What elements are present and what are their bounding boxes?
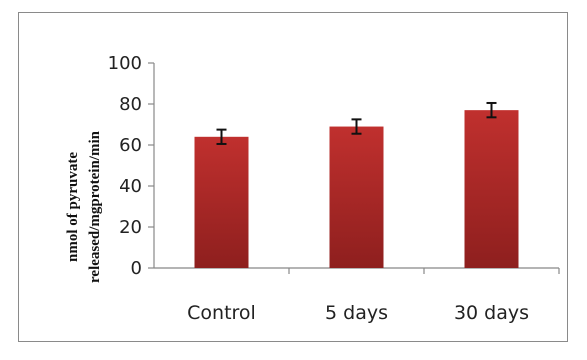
y-axis-label-line-1: nmol of pyruvate (65, 152, 81, 262)
bar (464, 110, 519, 269)
y-tick-label: 60 (119, 135, 142, 156)
y-axis-label-line-2: released/mgprotein/min (87, 130, 103, 283)
bar-chart: nmol of pyruvate released/mgprotein/min … (65, 53, 560, 324)
x-tick-label: Control (187, 302, 256, 324)
y-tick-label: 20 (119, 217, 142, 238)
bar (194, 136, 249, 268)
y-tick-label: 0 (131, 258, 142, 279)
y-ticks: 0 20 40 60 80 100 (108, 53, 154, 279)
y-tick-label: 80 (119, 94, 142, 115)
bar (329, 126, 384, 268)
x-tick-label: 30 days (454, 302, 529, 324)
bars (194, 110, 560, 274)
x-tick-label: 5 days (325, 302, 388, 324)
chart-frame: nmol of pyruvate released/mgprotein/min … (18, 12, 568, 342)
x-tick-labels: Control 5 days 30 days (187, 302, 529, 324)
y-tick-label: 40 (119, 176, 142, 197)
y-tick-label: 100 (108, 53, 142, 74)
y-axis-label: nmol of pyruvate released/mgprotein/min (65, 130, 103, 283)
error-bars (216, 101, 497, 145)
